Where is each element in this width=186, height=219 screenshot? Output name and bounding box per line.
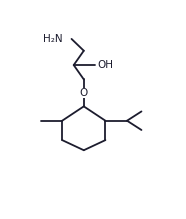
Text: H₂N: H₂N	[43, 34, 62, 44]
Text: O: O	[80, 88, 88, 98]
Text: OH: OH	[97, 60, 113, 70]
